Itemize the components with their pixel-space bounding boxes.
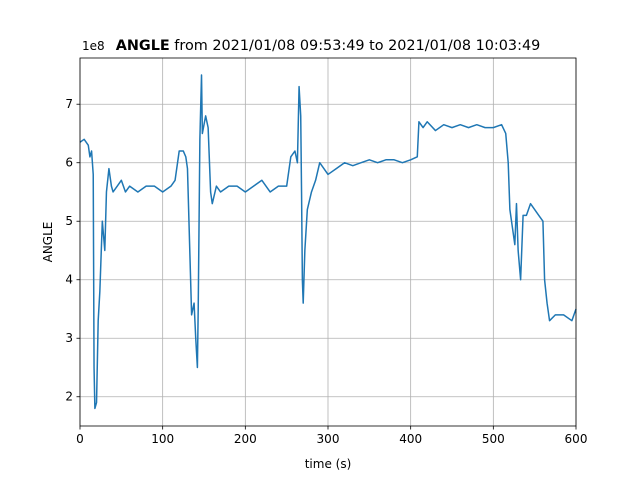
axes-frame <box>79 57 577 427</box>
x-tick-label: 300 <box>317 432 340 446</box>
y-axis-label: ANGLE <box>41 222 55 263</box>
x-axis-label: time (s) <box>305 457 352 471</box>
chart-title: ANGLE from 2021/01/08 09:53:49 to 2021/0… <box>116 38 541 54</box>
y-offset-label: 1e8 <box>82 39 105 53</box>
y-tick-label: 3 <box>65 331 73 345</box>
y-tick-label: 7 <box>65 97 73 111</box>
y-tick-label: 2 <box>65 390 73 404</box>
x-tick-label: 500 <box>482 432 505 446</box>
x-tick-label: 400 <box>399 432 422 446</box>
y-tick-label: 4 <box>65 273 73 287</box>
title-range: from 2021/01/08 09:53:49 to 2021/01/08 1… <box>174 38 540 54</box>
x-tick-label: 200 <box>234 432 257 446</box>
x-tick-label: 100 <box>151 432 174 446</box>
x-tick-label: 600 <box>565 432 588 446</box>
x-tick-label: 0 <box>76 432 84 446</box>
title-signal: ANGLE <box>116 38 170 54</box>
plot-area: 0 100 200 300 400 500 600 2 3 4 5 6 7 <box>65 57 588 446</box>
data-line <box>79 74 577 410</box>
y-tick-label: 6 <box>65 156 73 170</box>
y-tick-label: 5 <box>65 214 73 228</box>
